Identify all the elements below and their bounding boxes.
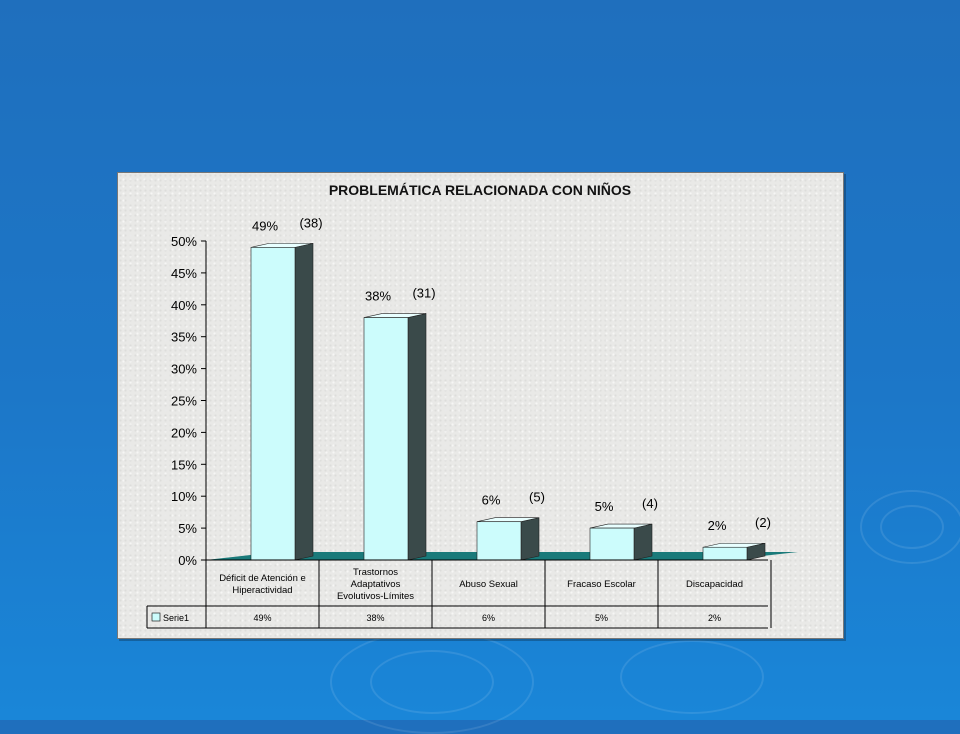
table-value: 49% <box>253 613 271 623</box>
y-tick-label: 30% <box>171 362 197 377</box>
x-category-label: Discapacidad <box>686 579 743 590</box>
x-category-label: Déficit de Atención e Hiperactividad <box>219 573 306 596</box>
legend-swatch <box>151 612 161 622</box>
bar-count-label: (5) <box>529 490 545 505</box>
x-category-label: Fracaso Escolar <box>567 579 636 590</box>
table-value: 38% <box>366 613 384 623</box>
bar-side <box>520 517 540 561</box>
chart-svg: PROBLEMÁTICA RELACIONADA CON NIÑOS 0% 5% 1… <box>146 181 798 629</box>
bar <box>476 521 522 561</box>
bar-value-label: 6% <box>482 493 501 508</box>
bar-count-label: (4) <box>642 496 658 511</box>
bar-count-label: (38) <box>299 215 322 230</box>
bar-value-label: 5% <box>595 499 614 514</box>
y-tick-label: 5% <box>178 521 197 536</box>
y-tick-label: 25% <box>171 394 197 409</box>
bar-value-label: 2% <box>708 518 727 533</box>
bar <box>250 247 296 561</box>
y-tick-label: 40% <box>171 298 197 313</box>
y-tick-label: 45% <box>171 266 197 281</box>
bar-count-label: (31) <box>412 286 435 301</box>
chart-panel: PROBLEMÁTICA RELACIONADA CON NIÑOS 0% 5% 1… <box>117 172 844 639</box>
ripple-decoration <box>620 640 764 714</box>
y-tick-label: 15% <box>171 457 197 472</box>
y-tick-label: 35% <box>171 330 197 345</box>
y-tick-label: 50% <box>171 234 197 249</box>
bar <box>363 317 409 561</box>
bar <box>702 546 748 561</box>
bar-side <box>633 523 653 561</box>
bar <box>589 527 635 561</box>
chart-title: PROBLEMÁTICA RELACIONADA CON NIÑOS <box>329 181 631 198</box>
bar-side <box>407 313 427 561</box>
bar-side <box>294 243 314 561</box>
x-category-label: Abuso Sexual <box>459 579 518 590</box>
bar-value-label: 49% <box>252 218 278 233</box>
table-value: 2% <box>708 613 721 623</box>
table-value: 5% <box>595 613 608 623</box>
y-tick-label: 10% <box>171 489 197 504</box>
ripple-decoration <box>330 630 534 734</box>
ripple-decoration <box>860 490 960 564</box>
y-tick-label: 0% <box>178 553 197 568</box>
table-value: 6% <box>482 613 495 623</box>
bar-value-label: 38% <box>365 289 391 304</box>
x-category-label: Trastornos Adaptativos Evolutivos-Límites <box>337 567 414 602</box>
y-tick-label: 20% <box>171 425 197 440</box>
legend-series-name: Serie1 <box>163 613 189 623</box>
bar-count-label: (2) <box>755 515 771 530</box>
